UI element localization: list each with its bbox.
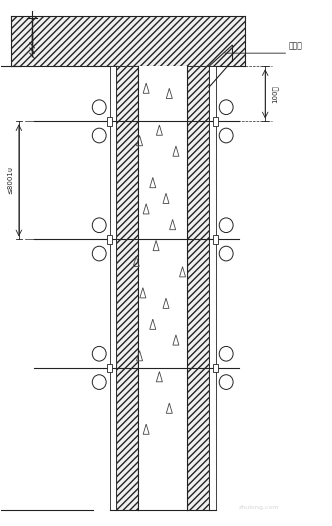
Ellipse shape bbox=[219, 347, 233, 361]
Ellipse shape bbox=[219, 100, 233, 115]
Bar bbox=[213, 235, 218, 244]
Bar bbox=[110, 66, 117, 510]
Ellipse shape bbox=[92, 347, 106, 361]
Bar bbox=[107, 117, 113, 126]
Text: ≤8001ᴜ: ≤8001ᴜ bbox=[7, 166, 13, 194]
Bar bbox=[138, 66, 188, 510]
Bar bbox=[11, 16, 245, 66]
Ellipse shape bbox=[92, 100, 106, 115]
Bar bbox=[117, 66, 138, 510]
Bar bbox=[107, 235, 113, 244]
Bar bbox=[188, 66, 209, 510]
Ellipse shape bbox=[219, 375, 233, 389]
Text: 100呈: 100呈 bbox=[271, 85, 278, 103]
Ellipse shape bbox=[92, 375, 106, 389]
Text: 进料口: 进料口 bbox=[288, 42, 302, 50]
Ellipse shape bbox=[219, 246, 233, 261]
Bar bbox=[213, 117, 218, 126]
Ellipse shape bbox=[219, 128, 233, 143]
Ellipse shape bbox=[92, 128, 106, 143]
Bar bbox=[209, 66, 215, 510]
Ellipse shape bbox=[219, 218, 233, 232]
Bar bbox=[107, 363, 113, 372]
Ellipse shape bbox=[92, 218, 106, 232]
Bar bbox=[213, 363, 218, 372]
Ellipse shape bbox=[92, 246, 106, 261]
Text: zhulong.com: zhulong.com bbox=[238, 504, 279, 510]
